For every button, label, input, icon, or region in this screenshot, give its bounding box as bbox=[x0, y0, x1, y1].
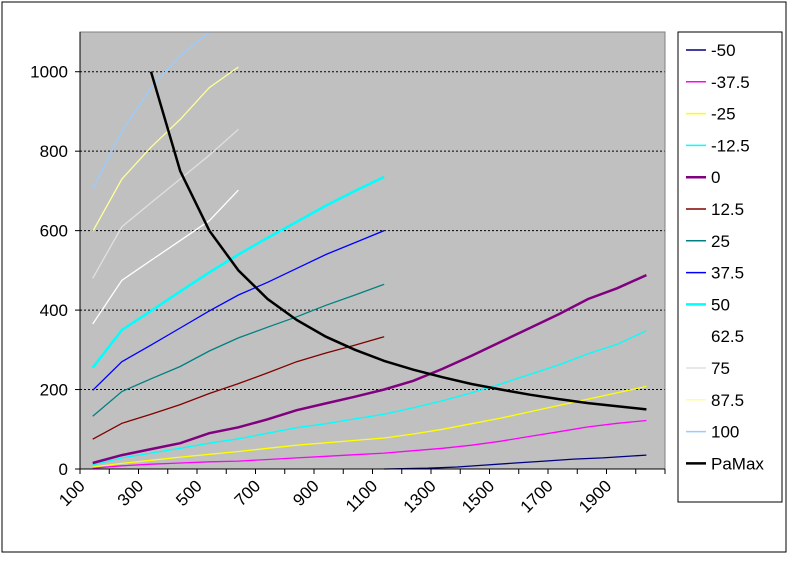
series-line--50 bbox=[384, 454, 647, 470]
legend-label-37.5: 37.5 bbox=[711, 264, 744, 283]
series-line-100 bbox=[92, 31, 210, 190]
series-line-12.5 bbox=[92, 336, 385, 440]
legend-label--37.5: -37.5 bbox=[711, 73, 750, 92]
legend-label-PaMax: PaMax bbox=[711, 454, 764, 473]
series-line-0 bbox=[92, 273, 647, 465]
series-line-PaMax bbox=[149, 71, 647, 411]
legend-label-87.5: 87.5 bbox=[711, 391, 744, 410]
series-line-25 bbox=[92, 283, 385, 417]
series-line--25 bbox=[92, 385, 647, 468]
legend-label-75: 75 bbox=[711, 359, 730, 378]
series-layer bbox=[91, 31, 647, 470]
legend-label-12.5: 12.5 bbox=[711, 200, 744, 219]
series-line-87.5 bbox=[92, 66, 239, 232]
y-tick-label: 400 bbox=[40, 301, 68, 320]
plot-area bbox=[80, 32, 665, 469]
series-line--37.5 bbox=[92, 419, 647, 469]
y-tick-label: 0 bbox=[59, 460, 68, 479]
legend-label--50: -50 bbox=[711, 41, 736, 60]
legend-label--25: -25 bbox=[711, 105, 736, 124]
legend-label-25: 25 bbox=[711, 232, 730, 251]
y-tick-label: 600 bbox=[40, 222, 68, 241]
legend-label--12.5: -12.5 bbox=[711, 136, 750, 155]
series-line-37.5 bbox=[92, 229, 385, 391]
series-line-75 bbox=[92, 128, 239, 279]
legend-label-62.5: 62.5 bbox=[711, 327, 744, 346]
y-tick-label: 1000 bbox=[30, 63, 68, 82]
y-tick-label: 800 bbox=[40, 142, 68, 161]
legend-label-0: 0 bbox=[711, 168, 720, 187]
series-line-50 bbox=[91, 175, 385, 369]
series-line--12.5 bbox=[92, 330, 647, 466]
gridlines bbox=[80, 71, 665, 391]
series-line-62.5 bbox=[92, 189, 239, 325]
y-tick-label: 200 bbox=[40, 381, 68, 400]
legend: -50 -37.5 -25 -12.5 0 12.5 25 37.5 50 62.5 75 87.5 1… bbox=[677, 31, 783, 503]
legend-label-50: 50 bbox=[711, 295, 730, 314]
legend-label-100: 100 bbox=[711, 423, 739, 442]
legend-box bbox=[677, 31, 783, 503]
